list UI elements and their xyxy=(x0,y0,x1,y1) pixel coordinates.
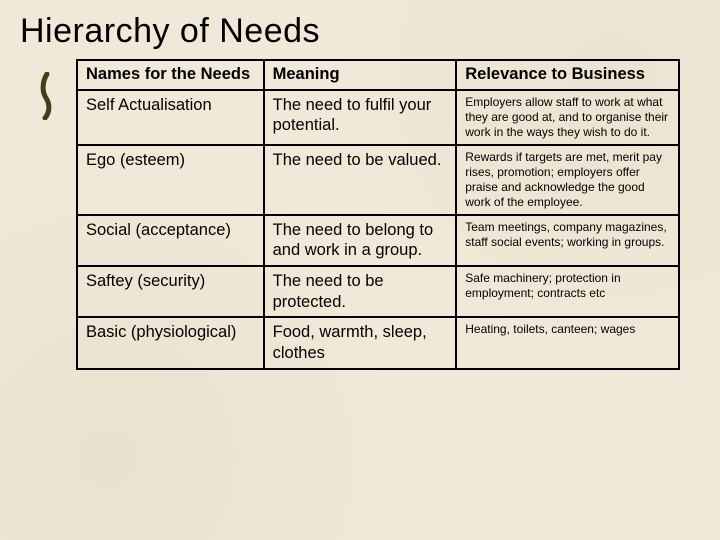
cell-relevance: Team meetings, company magazines, staff … xyxy=(456,215,679,266)
cell-meaning: The need to belong to and work in a grou… xyxy=(264,215,457,266)
cell-meaning: Food, warmth, sleep, clothes xyxy=(264,317,457,368)
needs-table-container: Names for the Needs Meaning Relevance to… xyxy=(76,59,680,370)
cell-name: Self Actualisation xyxy=(77,90,264,145)
col-header-relevance: Relevance to Business xyxy=(456,60,679,90)
cell-relevance: Safe machinery; protection in employment… xyxy=(456,266,679,317)
cell-meaning: The need to fulfil your potential. xyxy=(264,90,457,145)
col-header-meaning: Meaning xyxy=(264,60,457,90)
table-header-row: Names for the Needs Meaning Relevance to… xyxy=(77,60,679,90)
cell-relevance: Employers allow staff to work at what th… xyxy=(456,90,679,145)
accent-stroke-icon xyxy=(38,72,56,120)
slide-title: Hierarchy of Needs xyxy=(20,12,700,51)
cell-name: Saftey (security) xyxy=(77,266,264,317)
table-row: Saftey (security) The need to be protect… xyxy=(77,266,679,317)
table-row: Self Actualisation The need to fulfil yo… xyxy=(77,90,679,145)
table-row: Basic (physiological) Food, warmth, slee… xyxy=(77,317,679,368)
cell-meaning: The need to be protected. xyxy=(264,266,457,317)
cell-name: Basic (physiological) xyxy=(77,317,264,368)
cell-name: Social (acceptance) xyxy=(77,215,264,266)
cell-relevance: Rewards if targets are met, merit pay ri… xyxy=(456,145,679,215)
cell-meaning: The need to be valued. xyxy=(264,145,457,215)
table-row: Social (acceptance) The need to belong t… xyxy=(77,215,679,266)
col-header-names: Names for the Needs xyxy=(77,60,264,90)
needs-table: Names for the Needs Meaning Relevance to… xyxy=(76,59,680,370)
cell-relevance: Heating, toilets, canteen; wages xyxy=(456,317,679,368)
cell-name: Ego (esteem) xyxy=(77,145,264,215)
table-row: Ego (esteem) The need to be valued. Rewa… xyxy=(77,145,679,215)
